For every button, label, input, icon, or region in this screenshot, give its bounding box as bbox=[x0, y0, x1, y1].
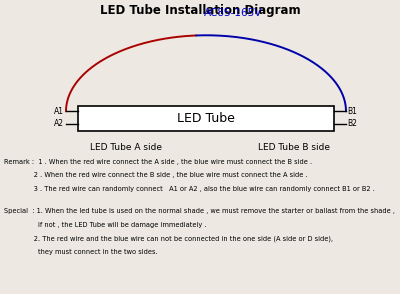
Text: LED Tube Installation Diagram: LED Tube Installation Diagram bbox=[100, 4, 300, 17]
Text: if not , the LED Tube will be damage immediately .: if not , the LED Tube will be damage imm… bbox=[4, 222, 206, 228]
Bar bbox=[78, 106, 334, 131]
Text: 3 . The red wire can randomly connect   A1 or A2 , also the blue wire can random: 3 . The red wire can randomly connect A1… bbox=[4, 186, 375, 192]
Text: they must connect in the two sides.: they must connect in the two sides. bbox=[4, 249, 158, 255]
Text: AC85-165V: AC85-165V bbox=[204, 8, 262, 18]
Text: 2 . When the red wire connect the B side , the blue wire must connect the A side: 2 . When the red wire connect the B side… bbox=[4, 172, 308, 178]
Text: Remark :  1 . When the red wire connect the A side , the blue wire must connect : Remark : 1 . When the red wire connect t… bbox=[4, 159, 312, 165]
Text: A1: A1 bbox=[54, 107, 64, 116]
Text: LED Tube B side: LED Tube B side bbox=[258, 143, 330, 152]
Text: B1: B1 bbox=[348, 107, 358, 116]
Text: LED Tube: LED Tube bbox=[177, 112, 235, 125]
Text: 2. The red wire and the blue wire can not be connected in the one side (A side o: 2. The red wire and the blue wire can no… bbox=[4, 235, 333, 242]
Text: LED Tube A side: LED Tube A side bbox=[90, 143, 162, 152]
Text: B2: B2 bbox=[348, 119, 358, 128]
Text: A2: A2 bbox=[54, 119, 64, 128]
Text: Special  : 1. When the led tube is used on the normal shade , we must remove the: Special : 1. When the led tube is used o… bbox=[4, 208, 395, 214]
